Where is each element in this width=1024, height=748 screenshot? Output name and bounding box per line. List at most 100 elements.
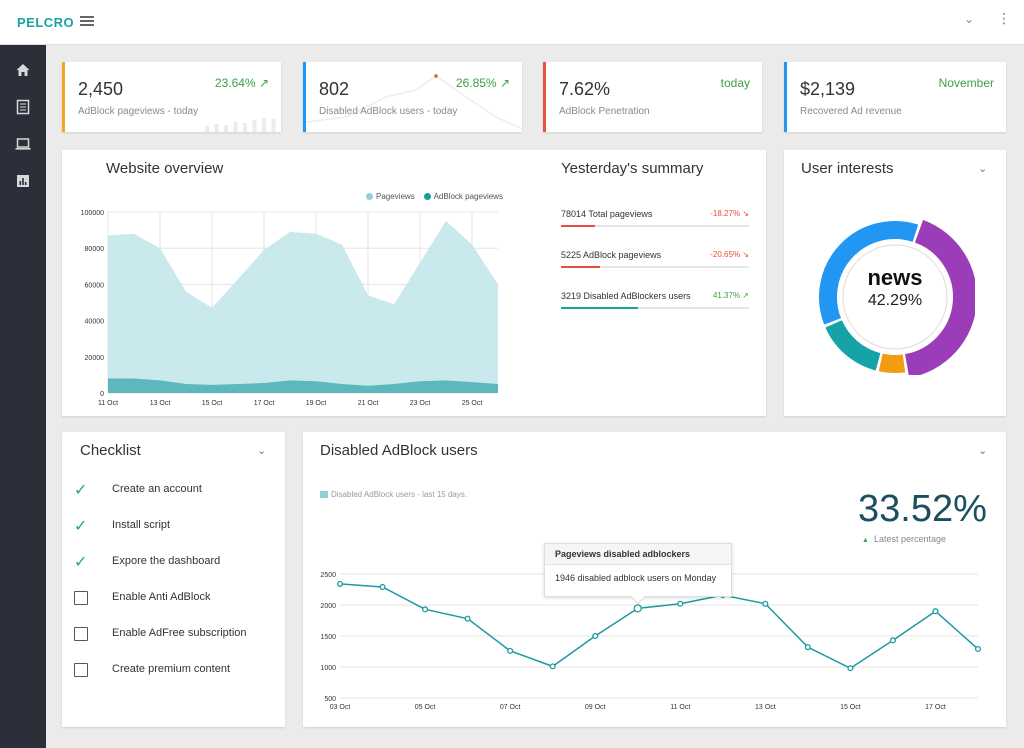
account-chevron-down-icon[interactable]: ⌄ — [964, 12, 975, 26]
legend-dot — [423, 193, 431, 200]
stat-value: 802 — [319, 79, 350, 99]
stat-label: Disabled AdBlock users - today — [319, 106, 458, 117]
x-tick-label: 09 Oct — [585, 704, 606, 711]
check-icon: ✓ — [74, 554, 88, 571]
chevron-down-icon[interactable]: ⌄ — [978, 445, 988, 457]
stat-label: AdBlock pageviews - today — [78, 106, 199, 117]
website-overview-chart[interactable]: 0 20000 40000 60000 80000 100000 11 Oct 13 Oct 1… — [70, 200, 510, 410]
summary-label: 3219 Disabled AdBlockers users — [561, 291, 691, 301]
disabled-users-title: Disabled AdBlock users — [320, 442, 478, 459]
stat-change: today — [720, 76, 750, 90]
document-icon[interactable] — [15, 99, 31, 115]
donut-center-value: 42.29% — [867, 292, 923, 309]
stat-value: 2,450 — [78, 79, 124, 99]
stat-card-recovered-revenue[interactable]: $2,139 Recovered Ad revenue November — [784, 62, 1006, 132]
donut-slice — [825, 319, 881, 371]
checklist-title: Checklist — [80, 442, 141, 459]
sidebar — [0, 45, 46, 748]
chevron-down-icon[interactable]: ⌄ — [257, 445, 267, 457]
x-tick-label: 07 Oct — [500, 704, 521, 711]
sparkline-bars — [205, 118, 276, 132]
line-point — [932, 608, 939, 615]
chart-tooltip: Pageviews disabled adblockers 1946 disab… — [544, 543, 732, 605]
sparkline-bar — [243, 123, 247, 132]
legend-adblock-pageviews[interactable]: AdBlock pageviews — [423, 192, 503, 201]
sparkline-bar — [233, 122, 238, 132]
x-tick-label: 23 Oct — [410, 400, 431, 407]
stat-card-adblock-pageviews[interactable]: 2,450 AdBlock pageviews - today 23.64% ↗ — [62, 62, 281, 132]
summary-change: -18.27% ↘ — [710, 209, 749, 218]
legend-pageviews[interactable]: Pageviews — [366, 192, 415, 201]
y-tick-label: 0 — [100, 391, 104, 398]
disabled-users-line-chart[interactable]: 500 1000 1500 2000 2500 03 Oct 05 Oct 07 Oct 09 … — [310, 560, 1000, 715]
top-bar: PELCRO ⌄ ⋮ — [0, 0, 1024, 45]
line-point — [762, 600, 769, 607]
stat-change: November — [938, 76, 994, 90]
x-tick-label: 11 Oct — [670, 704, 690, 711]
x-tick-label: 17 Oct — [925, 704, 946, 711]
summary-progress-fill — [561, 266, 601, 268]
donut-slice — [904, 220, 975, 375]
summary-progress-fill — [561, 307, 639, 309]
x-tick-label: 19 Oct — [306, 400, 327, 407]
disabled-users-legend[interactable]: Disabled AdBlock users - last 15 days. — [320, 490, 467, 499]
stat-change: 26.85% ↗ — [455, 76, 510, 90]
stat-change: 23.64% ↗ — [214, 76, 269, 90]
sparkline-bar — [262, 118, 266, 132]
stat-card-adblock-penetration[interactable]: 7.62% AdBlock Penetration today — [543, 62, 762, 132]
summary-label: 5225 AdBlock pageviews — [561, 250, 662, 260]
up-arrow-icon: ▲ — [862, 537, 869, 544]
check-icon: ✓ — [74, 518, 88, 535]
sparkline-bar — [252, 120, 257, 132]
y-tick-label: 20000 — [85, 355, 105, 362]
y-tick-label: 100000 — [81, 210, 104, 217]
laptop-icon[interactable] — [15, 136, 31, 152]
app-logo[interactable]: PELCRO — [17, 15, 75, 30]
x-tick-label: 25 Oct — [462, 400, 483, 407]
summary-progress-fill — [561, 225, 595, 227]
check-icon: ✓ — [74, 482, 88, 499]
y-tick-label: 1500 — [320, 634, 336, 641]
y-tick-label: 60000 — [85, 282, 105, 289]
sparkline-bar — [214, 124, 219, 132]
user-interests-donut[interactable] — [815, 220, 975, 375]
stat-label: AdBlock Penetration — [559, 106, 650, 117]
line-series — [339, 583, 979, 670]
overview-legend: Pageviews AdBlock pageviews — [366, 192, 503, 201]
chevron-down-icon[interactable]: ⌄ — [978, 163, 988, 175]
y-tick-label: 2000 — [320, 603, 336, 610]
stat-card-disabled-users[interactable]: 802 Disabled AdBlock users - today 26.85… — [303, 62, 522, 132]
latest-percentage-value: 33.52% — [858, 488, 987, 530]
sparkline-bar — [224, 125, 228, 132]
summary-change: -20.65% ↘ — [710, 250, 749, 259]
summary-progress-track — [561, 266, 749, 268]
line-point — [804, 644, 811, 651]
line-point — [847, 665, 854, 672]
x-tick-label: 05 Oct — [415, 704, 436, 711]
line-point — [889, 637, 896, 644]
sparkline-point — [434, 74, 438, 78]
line-point — [422, 606, 429, 613]
bar-chart-icon[interactable] — [15, 173, 31, 189]
more-vertical-icon[interactable]: ⋮ — [997, 10, 1011, 26]
x-tick-label: 15 Oct — [202, 400, 223, 407]
overview-title: Website overview — [106, 160, 224, 177]
tooltip-body: 1946 disabled adblock users on Monday — [555, 573, 717, 583]
line-point — [464, 615, 471, 622]
stat-value: $2,139 — [800, 79, 856, 99]
line-point — [633, 604, 642, 613]
line-point — [592, 632, 599, 640]
menu-toggle-icon[interactable] — [80, 14, 94, 28]
summary-progress-track — [561, 225, 749, 227]
checkbox[interactable] — [74, 627, 88, 641]
checkbox[interactable] — [74, 591, 88, 605]
home-icon[interactable] — [15, 62, 31, 78]
summary-label: 78014 Total pageviews — [561, 209, 653, 219]
line-point — [379, 583, 386, 591]
stat-label: Recovered Ad revenue — [800, 106, 902, 117]
line-point — [549, 663, 556, 670]
checkbox[interactable] — [74, 663, 88, 677]
line-point — [677, 600, 684, 607]
y-tick-label: 500 — [324, 696, 336, 703]
summary-row: 5225 AdBlock pageviews -20.65% ↘ — [561, 250, 749, 268]
